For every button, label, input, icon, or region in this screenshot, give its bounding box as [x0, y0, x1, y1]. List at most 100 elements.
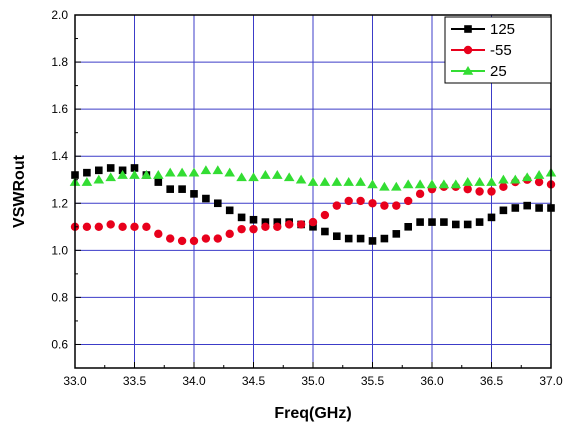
data-point — [272, 169, 283, 179]
data-point — [452, 220, 460, 229]
data-point — [190, 190, 198, 198]
x-tick-label: 36.0 — [420, 374, 444, 388]
data-point — [426, 179, 438, 189]
data-point — [511, 204, 520, 212]
data-point — [475, 218, 484, 226]
data-point — [94, 222, 104, 231]
data-point — [93, 174, 105, 184]
data-point — [320, 210, 330, 220]
tick-labels: 33.0 33.5 34.0 34.5 35.0 35.5 36.0 36.5 37.0 0.6 0… — [51, 8, 563, 388]
data-point — [213, 234, 222, 243]
data-point — [166, 185, 174, 193]
data-point — [164, 167, 176, 177]
legend-marker-triangle — [462, 65, 474, 75]
series-triangle — [69, 165, 557, 191]
data-point — [118, 222, 127, 231]
data-point — [212, 165, 224, 175]
data-point — [154, 229, 163, 239]
data-point — [308, 217, 318, 227]
data-point — [416, 218, 424, 226]
data-point — [202, 194, 210, 203]
data-point — [176, 167, 188, 177]
data-point — [224, 167, 235, 177]
data-point — [463, 184, 472, 194]
y-tick-label: 2.0 — [51, 8, 68, 22]
y-tick-label: 0.6 — [51, 337, 68, 351]
data-point — [367, 179, 378, 189]
data-point — [404, 223, 412, 231]
data-point — [402, 179, 414, 189]
data-point — [153, 169, 164, 179]
data-point — [379, 181, 390, 191]
data-point — [237, 213, 246, 222]
data-point — [380, 201, 389, 210]
data-point — [319, 177, 331, 186]
x-tick-label: 34.0 — [182, 374, 206, 388]
legend-marker-circle — [463, 45, 473, 55]
data-point — [474, 177, 485, 186]
data-point — [106, 164, 115, 172]
data-point — [499, 182, 508, 191]
data-point — [261, 218, 270, 226]
data-point — [486, 177, 497, 186]
x-tick-label: 36.5 — [480, 374, 504, 388]
data-point — [392, 230, 401, 238]
y-tick-label: 0.8 — [51, 290, 68, 304]
data-point — [273, 222, 282, 231]
data-point — [404, 196, 413, 206]
series-layer — [69, 164, 557, 246]
data-point — [261, 222, 270, 231]
legend-label: 25 — [490, 63, 507, 80]
data-point — [249, 215, 258, 224]
data-point — [188, 167, 200, 177]
data-point — [141, 169, 152, 179]
data-point — [260, 169, 271, 179]
data-point — [142, 222, 151, 231]
data-point — [332, 201, 341, 210]
data-point — [392, 201, 401, 210]
data-point — [463, 220, 472, 229]
data-point — [166, 234, 175, 243]
data-point — [521, 172, 533, 182]
data-point — [368, 199, 377, 208]
y-tick-label: 1.0 — [51, 243, 68, 257]
data-point — [273, 218, 282, 226]
data-point — [535, 204, 543, 212]
data-point — [440, 218, 448, 226]
data-point — [81, 177, 93, 186]
data-point — [450, 179, 462, 189]
y-axis-title: VSWRout — [11, 154, 28, 228]
data-point — [355, 177, 366, 186]
data-point — [533, 169, 545, 179]
data-point — [83, 168, 91, 177]
data-point — [237, 224, 246, 234]
data-point — [487, 213, 496, 222]
axis-ticks — [74, 14, 552, 368]
y-tick-label: 1.4 — [51, 149, 68, 163]
data-point — [225, 206, 234, 215]
y-tick-label: 1.8 — [51, 55, 68, 69]
data-point — [200, 165, 212, 175]
y-tick-label: 1.6 — [51, 102, 68, 116]
data-point — [510, 174, 521, 184]
data-point — [154, 178, 163, 186]
grid-lines — [75, 15, 551, 368]
data-point — [249, 224, 258, 234]
data-point — [95, 166, 103, 175]
x-tick-label: 37.0 — [539, 374, 563, 388]
data-point — [380, 234, 389, 243]
data-point — [106, 220, 115, 229]
data-point — [356, 234, 365, 243]
legend-label: 125 — [490, 21, 515, 38]
data-point — [475, 187, 484, 196]
data-point — [534, 177, 544, 187]
data-point — [523, 201, 531, 210]
data-point — [462, 177, 473, 186]
data-point — [130, 222, 139, 231]
data-point — [130, 164, 139, 172]
data-point — [344, 196, 353, 206]
data-point — [438, 179, 450, 189]
data-point — [178, 185, 186, 193]
x-tick-label: 33.0 — [63, 374, 87, 388]
